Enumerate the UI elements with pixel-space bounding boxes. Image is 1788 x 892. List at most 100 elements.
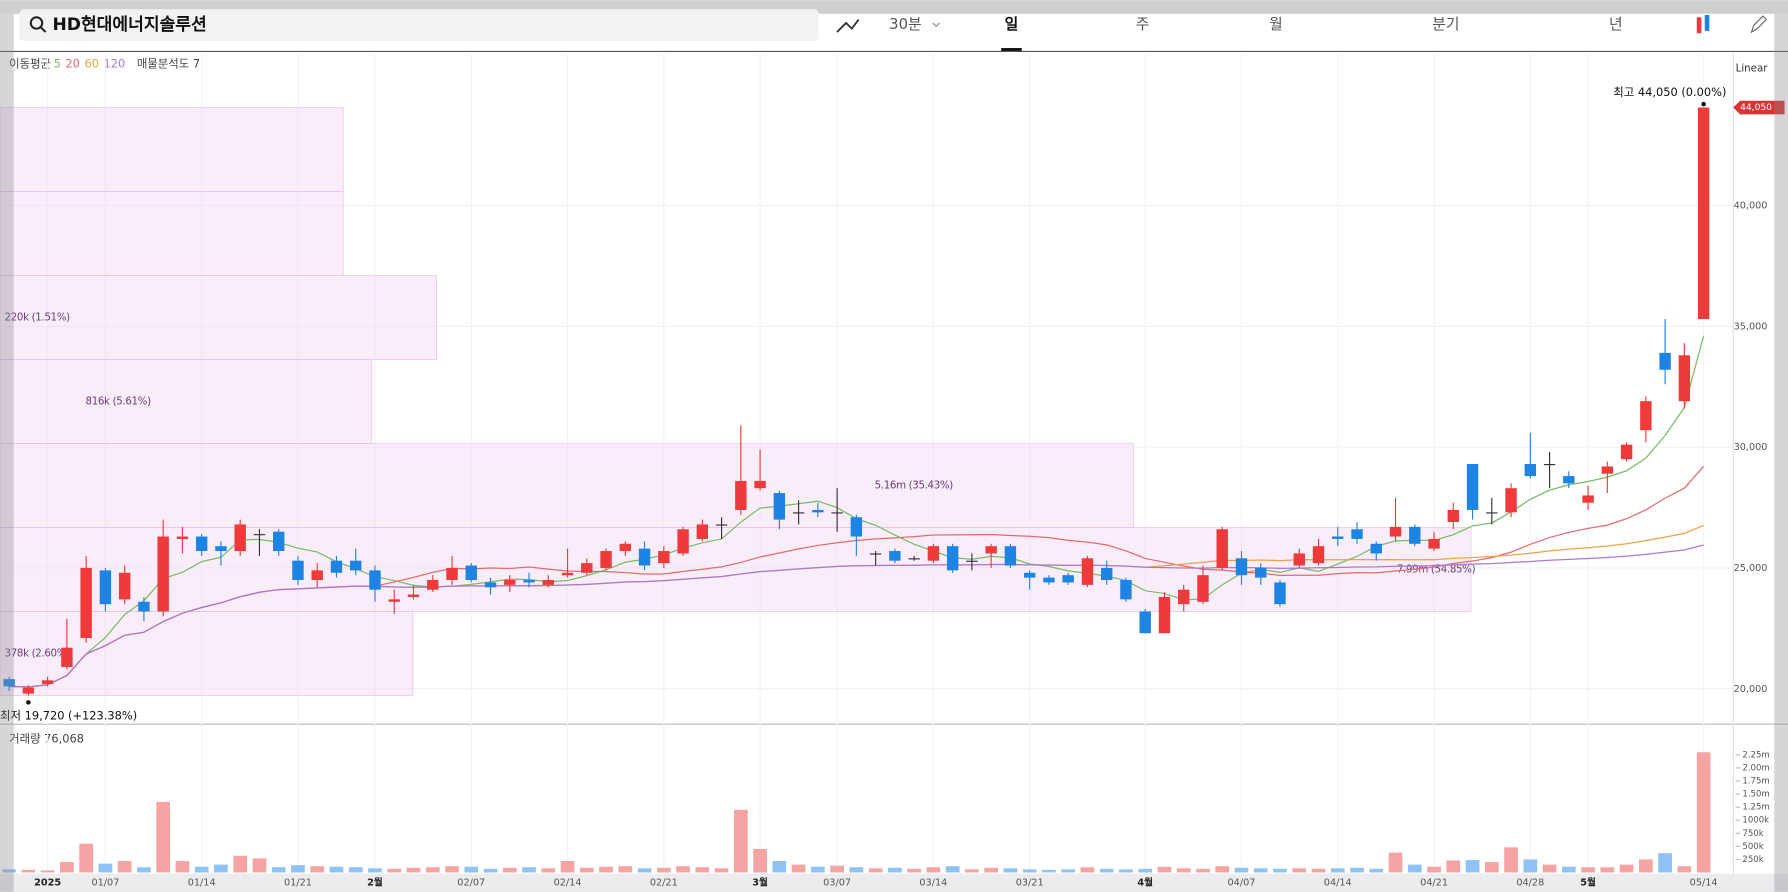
volume-bar [1523, 859, 1538, 873]
candle-body [1274, 582, 1286, 605]
candle-body [1293, 553, 1305, 566]
period-tab[interactable]: 일 [1005, 16, 1019, 33]
candle-body [484, 582, 497, 588]
volume-bar [425, 867, 440, 873]
volume-bar [830, 865, 844, 873]
x-tick-label: 03/07 [823, 878, 851, 889]
volume-bar [98, 863, 113, 873]
period-tab[interactable]: 년 [1609, 16, 1623, 33]
volume-bar [1330, 868, 1345, 873]
volume-bar [599, 866, 613, 873]
candle-body [1023, 572, 1036, 578]
volume-profile-label: 220k (1.51%) [5, 312, 71, 324]
volume-bar [1581, 867, 1595, 873]
candle-body [1351, 529, 1363, 539]
candle-body [1486, 512, 1498, 514]
volume-bar [676, 866, 690, 873]
chart-type-icon[interactable] [1696, 17, 1702, 34]
volume-bar [464, 866, 479, 873]
period-tab[interactable]: 분기 [1432, 16, 1459, 33]
volume-bar [1234, 867, 1249, 873]
volume-bar [868, 868, 883, 873]
draw-tool-icon[interactable] [836, 18, 860, 33]
volume-bar [1042, 869, 1056, 873]
volume-bar [849, 867, 864, 873]
volume-bar [772, 860, 787, 873]
volume-bar [21, 869, 36, 873]
volume-bar [579, 867, 594, 873]
volume-bar [1504, 847, 1518, 873]
candle-body [1447, 509, 1459, 523]
period-tab[interactable]: 월 [1269, 16, 1283, 33]
candle-body [388, 599, 400, 602]
candle-body [773, 493, 786, 520]
y-tick-label: 25,000 [1734, 563, 1768, 574]
x-tick-label: 01/21 [284, 878, 312, 889]
volume-bar [1696, 752, 1711, 873]
candle-body [195, 536, 208, 552]
volume-bar [214, 864, 228, 873]
y-tick-label: 20,000 [1734, 684, 1768, 695]
search-text[interactable]: HD현대에너지솔루션 [52, 15, 206, 35]
volume-bar [1388, 852, 1403, 873]
volume-bar [714, 868, 729, 873]
last-price-label: 44,050 [1740, 103, 1772, 113]
x-tick-label: 01/07 [91, 878, 119, 889]
candle-body [3, 679, 15, 687]
chart-type-icon[interactable] [1704, 14, 1710, 31]
volume-bar [1196, 868, 1210, 873]
volume-bar [1484, 862, 1499, 873]
candle-body [292, 560, 304, 581]
candle-body [1543, 464, 1556, 466]
candle-body [927, 546, 940, 561]
volume-tick-label: 500k [1742, 842, 1763, 852]
candle-body [812, 509, 824, 513]
candle-body [504, 580, 516, 585]
volume-profile-band [0, 527, 1472, 612]
volume-tick-label: 1.25m [1742, 803, 1769, 813]
volume-tick-label: 1000k [1742, 816, 1769, 826]
interval-select[interactable]: 30분 [889, 16, 921, 33]
scale-mode[interactable]: Linear [1736, 63, 1769, 75]
x-tick-label: 03/21 [1016, 878, 1044, 889]
candle-body [850, 517, 863, 537]
edit-icon[interactable] [1750, 15, 1768, 34]
volume-bar [502, 867, 517, 873]
candle-body [138, 601, 150, 612]
candle-body [869, 553, 882, 555]
volume-profile-band [0, 191, 344, 276]
candle-body [1466, 464, 1479, 510]
volume-tick-label: 1.75m [1742, 777, 1769, 787]
candle-body [1601, 466, 1614, 474]
candle-body [696, 524, 709, 539]
volume-bar [1292, 868, 1307, 873]
x-axis-band [0, 873, 1788, 892]
candle-body [99, 570, 112, 605]
candle-body [1081, 558, 1094, 585]
chevron [932, 22, 941, 28]
tab-underline [1001, 48, 1022, 52]
volume-tick-label: 2.00m [1742, 763, 1769, 773]
volume-bar [310, 866, 325, 873]
volume-bar [1407, 864, 1422, 873]
candle-body [234, 524, 246, 552]
candle-body [41, 680, 54, 684]
candle-body [176, 536, 189, 539]
candle-body [1178, 589, 1190, 605]
volume-bar [1677, 866, 1692, 873]
volume-profile-label: 378k (2.60%) [5, 648, 71, 660]
search-box[interactable] [19, 9, 819, 42]
volume-bar [194, 866, 209, 873]
volume-bar [1273, 868, 1287, 873]
volume-bar [1119, 869, 1133, 873]
volume-bar [1176, 868, 1191, 873]
candle-body [754, 480, 766, 489]
ma-legend-title: 이동평균 [9, 56, 51, 70]
candle-body [1505, 488, 1517, 513]
candle-body [157, 536, 169, 612]
x-tick-label: 2025 [34, 878, 61, 889]
period-tab[interactable]: 주 [1136, 16, 1150, 33]
volume-bar [175, 860, 190, 873]
